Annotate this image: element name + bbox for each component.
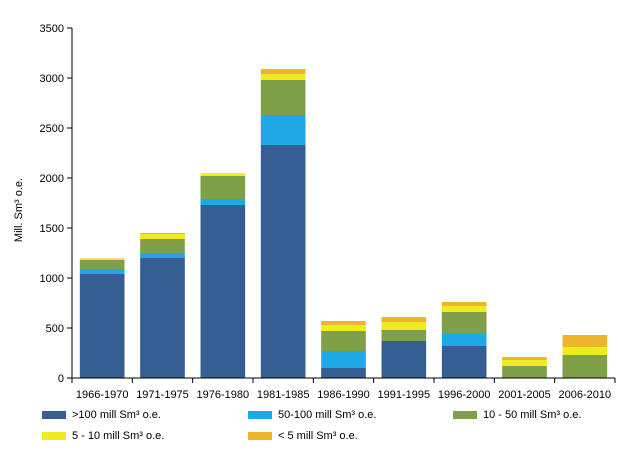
bar-1976-1980-series-1 — [200, 205, 246, 378]
bar-1971-1975-series-5 — [140, 233, 185, 234]
x-tick-label: 1966-1970 — [76, 389, 129, 401]
bar-2006-2010-series-3 — [562, 355, 608, 378]
bar-1986-1990-series-1 — [321, 368, 366, 378]
y-tick-label: 1000 — [40, 273, 64, 285]
bar-1986-1990-series-4 — [321, 325, 366, 331]
y-tick-label: 3000 — [40, 73, 64, 85]
bar-1981-1985-series-1 — [260, 145, 306, 378]
bar-1991-1995-series-5 — [381, 317, 427, 322]
bar-1971-1975-series-3 — [140, 239, 185, 253]
bar-2001-2005-series-3 — [502, 366, 547, 378]
bar-1986-1990-series-5 — [321, 321, 366, 325]
axes-group — [67, 27, 616, 383]
y-tick-labels: 0 500 1000 1500 2000 2500 3000 3500 — [40, 23, 64, 385]
bar-1976-1980-series-5 — [200, 173, 246, 174]
bar-2001-2005-series-5 — [502, 357, 547, 360]
x-tick-label: 1996-2000 — [438, 389, 491, 401]
bar-1976-1980-series-3 — [200, 176, 246, 199]
y-axis-label: Mill. Sm³ o.e. — [13, 178, 25, 242]
bar-1991-1995-series-4 — [381, 322, 427, 330]
bar-1986-1990-series-2 — [321, 351, 366, 368]
x-tick-label: 2006-2010 — [559, 389, 612, 401]
x-tick-label: 1981-1985 — [257, 389, 310, 401]
x-tick-label: 1976-1980 — [197, 389, 250, 401]
bar-1971-1975-series-1 — [140, 258, 185, 378]
y-tick-label: 0 — [58, 373, 64, 385]
x-tick-label: 1986-1990 — [317, 389, 370, 401]
y-tick-label: 2000 — [40, 173, 64, 185]
bar-1966-1970-series-1 — [79, 274, 125, 378]
bars-group — [79, 69, 608, 378]
bar-1991-1995-series-3 — [381, 330, 427, 341]
bar-1996-2000-series-3 — [441, 312, 487, 334]
bar-1991-1995-series-1 — [381, 341, 427, 378]
bar-1971-1975-series-2 — [140, 253, 185, 258]
bar-1996-2000-series-1 — [441, 346, 487, 378]
bar-1966-1970-series-4 — [79, 259, 125, 260]
x-tick-label: 1991-1995 — [378, 389, 431, 401]
bar-1966-1970-series-2 — [79, 269, 125, 274]
bar-1966-1970-series-3 — [79, 260, 125, 269]
bar-1976-1980-series-4 — [200, 174, 246, 176]
bar-2006-2010-series-5 — [562, 335, 608, 347]
bar-1996-2000-series-5 — [441, 302, 487, 306]
bar-1996-2000-series-4 — [441, 306, 487, 312]
y-tick-label: 3500 — [40, 23, 64, 35]
y-tick-label: 2500 — [40, 123, 64, 135]
bar-1966-1970-series-5 — [79, 258, 125, 259]
bar-1981-1985-series-2 — [260, 115, 306, 145]
bar-1971-1975-series-4 — [140, 234, 185, 239]
x-tick-labels: 1966-1970 1971-1975 1976-1980 1981-1985 1986… — [76, 389, 611, 401]
bar-1981-1985-series-3 — [260, 80, 306, 115]
bar-1976-1980-series-2 — [200, 199, 246, 205]
bar-1986-1990-series-3 — [321, 331, 366, 351]
bar-1981-1985-series-4 — [260, 74, 306, 80]
bar-2006-2010-series-4 — [562, 347, 608, 355]
bar-2001-2005-series-4 — [502, 360, 547, 366]
y-tick-label: 500 — [46, 323, 64, 335]
x-tick-label: 1971-1975 — [136, 389, 189, 401]
x-tick-label: 2001-2005 — [498, 389, 551, 401]
y-tick-label: 1500 — [40, 223, 64, 235]
bar-1996-2000-series-2 — [441, 334, 487, 346]
bar-1981-1985-series-5 — [260, 69, 306, 74]
